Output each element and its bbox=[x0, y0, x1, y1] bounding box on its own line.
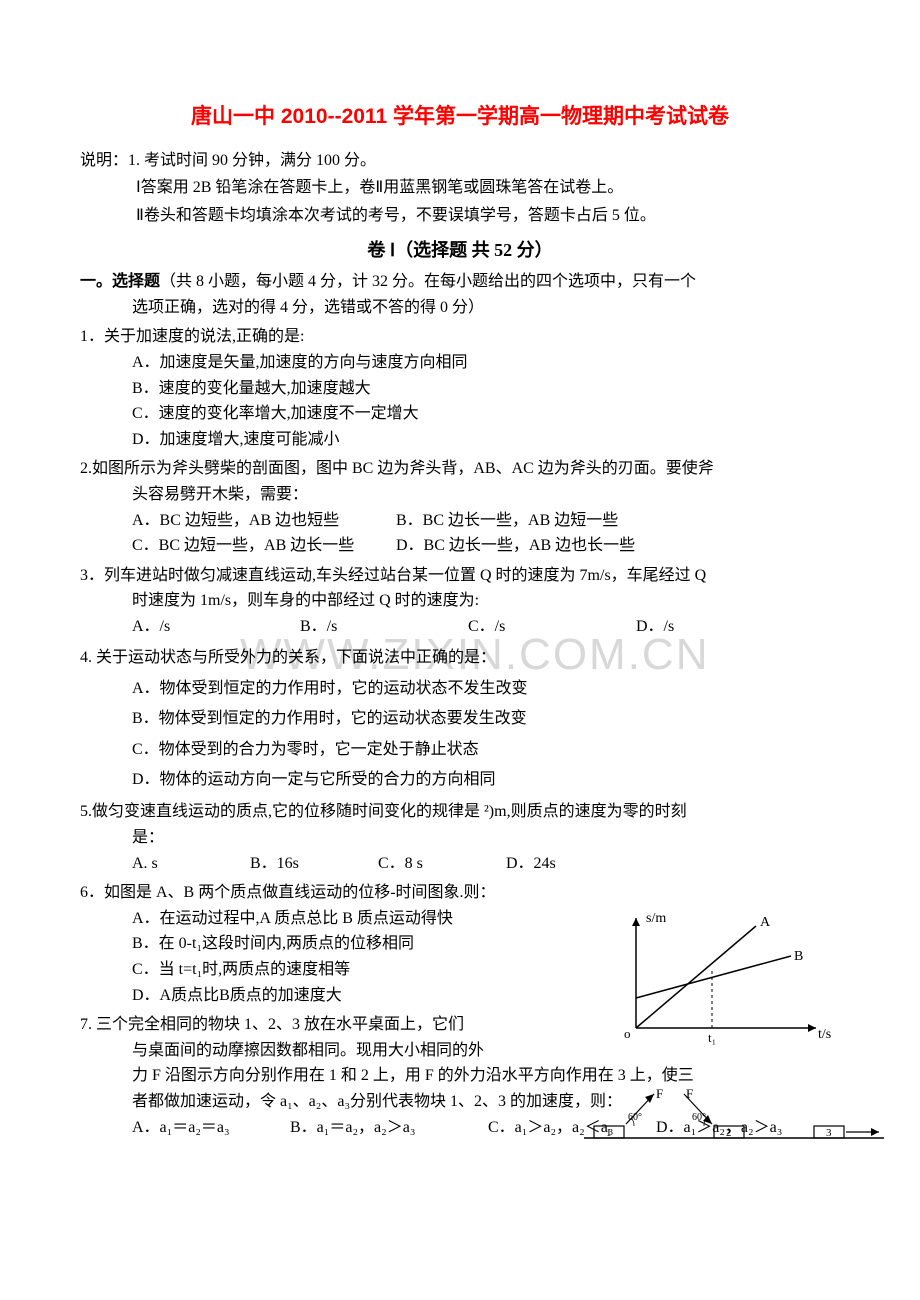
q3-opt-d: D．/s bbox=[636, 614, 674, 640]
question-6: 6．如图是 A、B 两个质点做直线运动的位移-时间图象.则： A．在运动过程中,… bbox=[80, 880, 590, 1008]
q2-stem-2: 头容易劈开木柴，需要： bbox=[80, 482, 840, 508]
q5-opt-a: A. s bbox=[132, 851, 222, 877]
q5-stem-2: 是： bbox=[80, 825, 840, 851]
q1-opt-b: B．速度的变化量越大,加速度越大 bbox=[132, 376, 840, 402]
q1-opt-a: A．加速度是矢量,加速度的方向与速度方向相同 bbox=[132, 350, 840, 376]
q3-opt-b: B．/s bbox=[300, 614, 440, 640]
q2-stem-1: 2.如图所示为斧头劈柴的剖面图，图中 BC 边为斧头背，AB、AC 边为斧头的刃… bbox=[80, 456, 840, 482]
question-intro: 一。选择题（共 8 小题，每小题 4 分，计 32 分。在每小题给出的四个选项中… bbox=[80, 269, 840, 320]
q6-opt-a: A．在运动过程中,A 质点总比 B 质点运动得快 bbox=[132, 906, 590, 932]
q5-opt-b: B．16s bbox=[250, 851, 350, 877]
q1-stem: 1．关于加速度的说法,正确的是: bbox=[80, 324, 840, 350]
q7-options: A．a₁＝a₂＝a₃ B．a₁＝a₂，a₂＞a₃ C．a₁＞a₂，a₂＜a₃ D… bbox=[80, 1115, 840, 1141]
q7-stem-3: 力 F 沿图示方向分别作用在 1 和 2 上，用 F 的外力沿水平方向作用在 3… bbox=[80, 1063, 840, 1089]
q6-opt-d: D．A质点比B质点的加速度大 bbox=[132, 983, 590, 1009]
q7-opt-b: B．a₁＝a₂，a₂＞a₃ bbox=[290, 1115, 460, 1141]
q7-stem-1: 7. 三个完全相同的物块 1、2、3 放在水平桌面上，它们 bbox=[80, 1012, 590, 1038]
page-content: 唐山一中 2010--2011 学年第一学期高一物理期中考试试卷 说明：1. 考… bbox=[80, 100, 840, 1140]
q6-options: A．在运动过程中,A 质点总比 B 质点运动得快 B．在 0-t₁这段时间内,两… bbox=[80, 906, 590, 1008]
q4-stem: 4. 关于运动状态与所受外力的关系，下面说法中正确的是： bbox=[80, 643, 840, 673]
q7-opt-c: C．a₁＞a₂，a₂＜a₃ bbox=[488, 1115, 648, 1141]
question-4: 4. 关于运动状态与所受外力的关系，下面说法中正确的是： A．物体受到恒定的力作… bbox=[80, 643, 840, 795]
q3-options: A．/s B．/s C．/s D．/s bbox=[80, 614, 840, 640]
q1-opt-d: D．加速度增大,速度可能减小 bbox=[132, 427, 840, 453]
intro-bold: 一。选择题 bbox=[80, 273, 160, 290]
q5-stem-1: 5.做匀变速直线运动的质点,它的位移随时间变化的规律是 ²)m,则质点的速度为零… bbox=[80, 799, 840, 825]
question-1: 1．关于加速度的说法,正确的是: A．加速度是矢量,加速度的方向与速度方向相同 … bbox=[80, 324, 840, 452]
q1-options: A．加速度是矢量,加速度的方向与速度方向相同 B．速度的变化量越大,加速度越大 … bbox=[80, 350, 840, 452]
intro-text-1: （共 8 小题，每小题 4 分，计 32 分。在每小题给出的四个选项中，只有一个 bbox=[160, 273, 696, 290]
section-header: 卷 Ⅰ（选择题 共 52 分） bbox=[80, 236, 840, 265]
q4-opt-c: C．物体受到的合力为零时，它一定处于静止状态 bbox=[132, 735, 840, 765]
q1-opt-c: C．速度的变化率增大,加速度不一定增大 bbox=[132, 401, 840, 427]
q3-opt-a: A．/s bbox=[132, 614, 272, 640]
q5-opt-c: C．8 s bbox=[378, 851, 478, 877]
q2-opt-b: B．BC 边长一些，AB 边短一些 bbox=[396, 508, 656, 534]
q6-opt-c: C．当 t=t₁时,两质点的速度相等 bbox=[132, 957, 590, 983]
q6-stem: 6．如图是 A、B 两个质点做直线运动的位移-时间图象.则： bbox=[80, 880, 590, 906]
question-7: 7. 三个完全相同的物块 1、2、3 放在水平桌面上，它们 与桌面间的动摩擦因数… bbox=[80, 1012, 840, 1140]
q7-opt-a: A．a₁＝a₂＝a₃ bbox=[132, 1115, 262, 1141]
q6-opt-b: B．在 0-t₁这段时间内,两质点的位移相同 bbox=[132, 931, 590, 957]
q2-options: A．BC 边短些，AB 边也短些 B．BC 边长一些，AB 边短一些 C．BC … bbox=[80, 508, 840, 559]
q2-opt-c: C．BC 边短一些，AB 边长一些 bbox=[132, 533, 392, 559]
q3-opt-c: C．/s bbox=[468, 614, 608, 640]
q2-opt-d: D．BC 边长一些，AB 边也长一些 bbox=[396, 533, 656, 559]
exam-title: 唐山一中 2010--2011 学年第一学期高一物理期中考试试卷 bbox=[80, 100, 840, 134]
q3-stem-2: 时速度为 1m/s，则车身的中部经过 Q 时的速度为: bbox=[80, 588, 840, 614]
q7-stem-4: 者都做加速运动，令 a₁、a₂、a₃分别代表物块 1、2、3 的加速度，则： bbox=[80, 1089, 840, 1115]
q2-opt-a: A．BC 边短些，AB 边也短些 bbox=[132, 508, 392, 534]
question-3: 3．列车进站时做匀减速直线运动,车头经过站台某一位置 Q 时的速度为 7m/s，… bbox=[80, 563, 840, 640]
q4-options: A．物体受到恒定的力作用时，它的运动状态不发生改变 B．物体受到恒定的力作用时，… bbox=[80, 674, 840, 796]
q7-stem-2: 与桌面间的动摩擦因数都相同。现用大小相同的外 bbox=[80, 1038, 590, 1064]
question-2: 2.如图所示为斧头劈柴的剖面图，图中 BC 边为斧头背，AB、AC 边为斧头的刃… bbox=[80, 456, 840, 558]
q3-stem-1: 3．列车进站时做匀减速直线运动,车头经过站台某一位置 Q 时的速度为 7m/s，… bbox=[80, 563, 840, 589]
intro-text-2: 选项正确，选对的得 4 分，选错或不答的得 0 分） bbox=[80, 295, 840, 321]
q5-opt-d: D．24s bbox=[506, 851, 556, 877]
q4-opt-b: B．物体受到恒定的力作用时，它的运动状态要发生改变 bbox=[132, 704, 840, 734]
q4-opt-d: D．物体的运动方向一定与它所受的合力的方向相同 bbox=[132, 765, 840, 795]
q7-opt-d: D．a₁＞a₂，a₂＞a₃ bbox=[656, 1115, 782, 1141]
instruction-line-2: Ⅰ答案用 2B 铅笔涂在答题卡上，卷Ⅱ用蓝黑钢笔或圆珠笔答在试卷上。 bbox=[80, 175, 840, 201]
instruction-line-1: 说明：1. 考试时间 90 分钟，满分 100 分。 bbox=[80, 148, 840, 174]
instructions: 说明：1. 考试时间 90 分钟，满分 100 分。 Ⅰ答案用 2B 铅笔涂在答… bbox=[80, 148, 840, 229]
question-5: 5.做匀变速直线运动的质点,它的位移随时间变化的规律是 ²)m,则质点的速度为零… bbox=[80, 799, 840, 876]
q4-opt-a: A．物体受到恒定的力作用时，它的运动状态不发生改变 bbox=[132, 674, 840, 704]
instruction-line-3: Ⅱ卷头和答题卡均填涂本次考试的考号，不要误填学号，答题卡占后 5 位。 bbox=[80, 203, 840, 229]
q5-options: A. s B．16s C．8 s D．24s bbox=[80, 851, 840, 877]
